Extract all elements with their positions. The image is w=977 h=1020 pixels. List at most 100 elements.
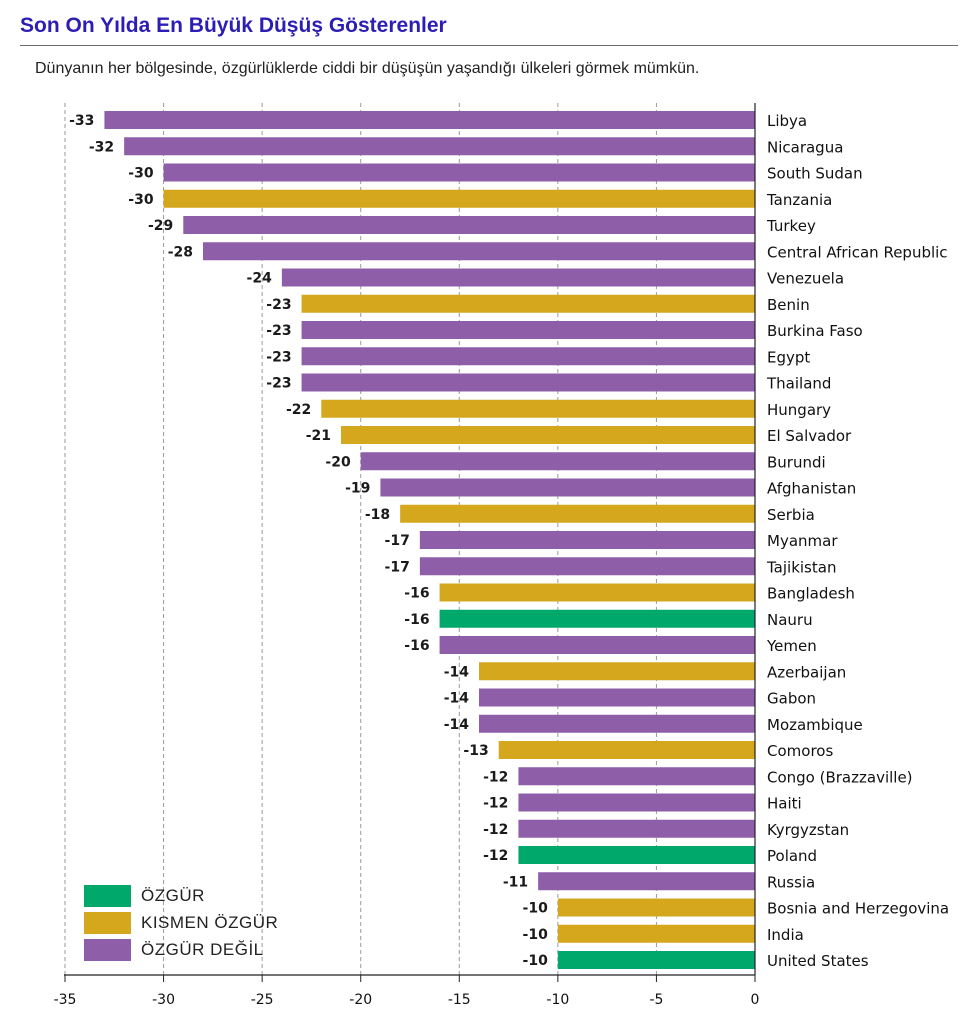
data-label: -22 [286,402,311,418]
data-label: -14 [444,717,470,733]
category-label: Myanmar [767,532,838,550]
x-tick-label: -5 [649,992,663,1008]
category-label: Thailand [766,375,831,393]
data-label: -12 [483,848,508,864]
bar [281,268,755,287]
legend-label-kismen: KISMEN ÖZGÜR [141,912,279,932]
bar [518,793,755,812]
bar [479,714,755,733]
data-label: -21 [306,428,331,444]
bar [419,531,755,549]
data-label: -20 [325,454,351,470]
category-label: Central African Republic [767,243,948,261]
bar [557,924,755,943]
x-tick-label: 0 [751,992,760,1008]
bar [518,767,755,786]
data-label: -32 [89,139,114,155]
legend-swatch-degil [84,938,131,961]
data-label: -16 [404,638,429,654]
category-label: Nicaragua [767,138,843,156]
category-label: Serbia [767,506,815,524]
category-label: Burundi [767,453,826,471]
data-label: -10 [523,953,549,969]
bar [498,741,755,759]
data-label: -17 [385,533,410,549]
data-label: -19 [345,481,370,497]
category-label: Poland [767,847,817,865]
chart-subtitle: Dünyanın her bölgesinde, özgürlüklerde c… [35,60,700,77]
category-label: Kyrgyzstan [767,821,849,839]
x-tick-label: -35 [54,992,77,1008]
data-label: -23 [266,323,291,339]
bar [183,216,756,234]
data-label: -12 [483,822,508,838]
category-label: Haiti [767,795,802,813]
category-label: Tanzania [766,191,832,209]
bar [341,426,755,444]
data-label: -28 [168,244,193,260]
data-label: -12 [483,769,508,785]
category-label: Nauru [767,611,813,629]
data-label: -23 [266,376,291,392]
x-tick-label: -10 [546,992,569,1008]
category-label: Gabon [767,690,816,708]
data-label: -12 [483,796,508,812]
category-label: Mozambique [767,716,863,734]
category-label: Bosnia and Herzegovina [767,900,949,918]
category-label: Libya [767,112,807,130]
category-label: India [767,926,804,944]
bar [419,557,755,576]
category-label: Congo (Brazzaville) [767,768,913,786]
bar [439,583,755,602]
data-label: -10 [523,901,549,917]
category-label: Venezuela [767,270,844,288]
bar [124,137,755,156]
category-label: Hungary [767,401,831,419]
x-tick-label: -20 [349,992,372,1008]
bar [518,819,755,838]
bar [518,846,755,864]
category-label: Turkey [766,217,816,235]
bar [439,609,755,628]
data-label: -29 [148,218,173,234]
bar [301,321,755,339]
category-label: Azerbaijan [767,663,846,681]
legend-item-kismen: KISMEN ÖZGÜR [84,909,278,936]
legend-label-ozgur: ÖZGÜR [141,885,205,905]
data-label: -18 [365,507,390,523]
data-label: -14 [444,664,470,680]
bar [400,504,755,523]
legend-item-degil: ÖZGÜR DEĞİL [84,936,278,963]
legend-swatch-kismen [84,911,131,934]
bar [538,872,755,891]
data-label: -11 [503,874,528,890]
bar [360,452,755,471]
category-label: United States [767,952,869,970]
bar [104,111,755,129]
category-label: Russia [767,873,815,891]
category-label: Tajikistan [766,558,836,576]
bar [301,347,755,366]
category-label: Afghanistan [767,480,856,498]
data-label: -16 [404,612,429,628]
bar [301,373,755,392]
x-tick-label: -30 [152,992,175,1008]
legend-swatch-ozgur [84,884,131,907]
x-tick-label: -15 [448,992,471,1008]
data-label: -23 [266,297,291,313]
bar [439,636,755,654]
bar [163,189,756,208]
chart-title: Son On Yılda En Büyük Düşüş Gösterenler [20,14,447,37]
data-label: -14 [444,691,470,707]
category-label: El Salvador [767,427,852,445]
category-label: Bangladesh [767,585,855,603]
bar [479,688,755,707]
category-label: Benin [767,296,810,314]
category-label: Egypt [767,348,810,366]
data-label: -30 [128,192,154,208]
bar [203,242,755,261]
data-label: -33 [69,113,94,129]
title-divider [20,45,958,46]
data-label: -13 [463,743,488,759]
bar [301,294,755,313]
